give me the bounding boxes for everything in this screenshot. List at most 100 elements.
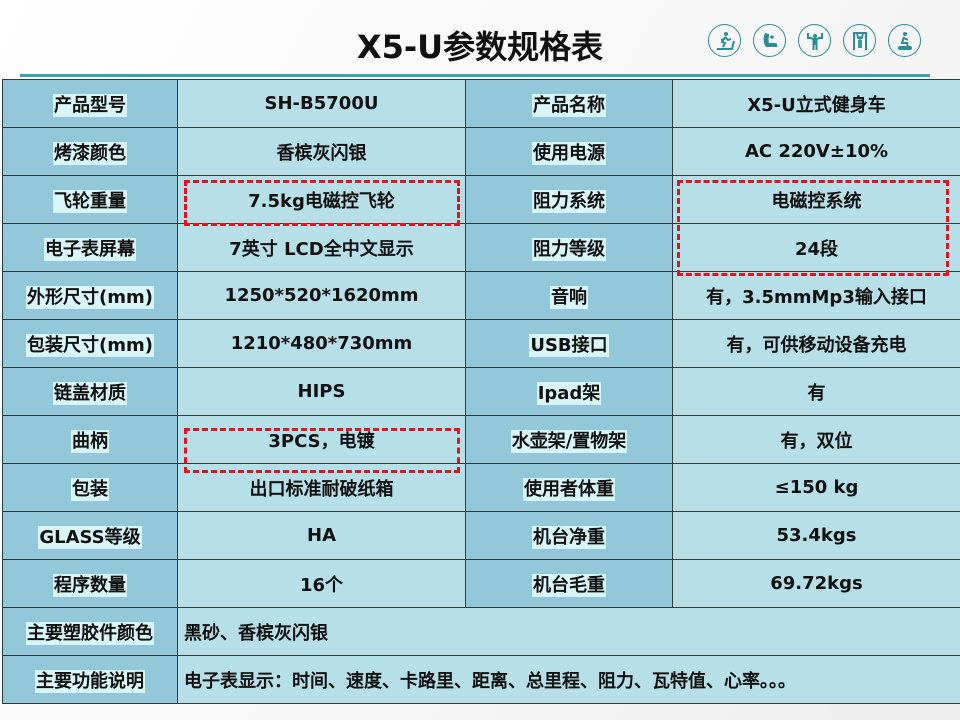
spec-label: 程序数量 [2, 559, 178, 608]
spec-value-text: HIPS [297, 381, 346, 402]
table-row: 烤漆颜色 香槟灰闪银 使用电源 AC 220V±10% [2, 127, 960, 176]
header-icons [708, 24, 921, 57]
spec-value: HA [177, 511, 466, 560]
spec-label-text: USB接口 [529, 333, 609, 357]
spec-label-text: 机台净重 [532, 525, 606, 549]
spec-value-text: 7英寸 LCD全中文显示 [229, 238, 414, 260]
spec-label: 包装尺寸(mm) [2, 319, 178, 368]
spec-label: 电子表屏幕 [2, 223, 178, 272]
spec-label: Ipad架 [465, 367, 673, 416]
table-row: 曲柄 3PCS，电镀 水壶架/置物架 有，双位 [2, 415, 960, 464]
spec-label: 主要功能说明 [2, 655, 178, 704]
spec-label-text: 音响 [550, 285, 588, 309]
header-divider [20, 74, 930, 77]
spec-value-text: 16个 [299, 574, 344, 596]
spec-value: 出口标准耐破纸箱 [177, 463, 466, 512]
spec-label-text: 水壶架/置物架 [510, 429, 628, 453]
table-row: 包装 出口标准耐破纸箱 使用者体重 ≤150 kg [2, 463, 960, 512]
spec-value: 有，可供移动设备充电 [672, 319, 960, 368]
spec-value-text: 有，双位 [780, 430, 853, 452]
spec-label: 链盖材质 [2, 367, 178, 416]
spec-value: 7.5kg电磁控飞轮 [177, 175, 466, 224]
massage-chair-icon [753, 24, 786, 57]
spec-value-text: 有，3.5mmMp3输入接口 [706, 286, 927, 308]
spec-value-text: 有，可供移动设备充电 [726, 334, 907, 356]
table-row: 外形尺寸(mm) 1250*520*1620mm 音响 有，3.5mmMp3输入接口 [2, 271, 960, 320]
spec-value: 7英寸 LCD全中文显示 [177, 223, 466, 272]
spec-label-text: 使用电源 [532, 141, 606, 165]
spec-label-text: 阻力系统 [532, 189, 606, 213]
spec-value: 有，双位 [672, 415, 960, 464]
spec-label: 烤漆颜色 [2, 127, 178, 176]
spec-label-text: 烤漆颜色 [53, 141, 127, 165]
table-row: 飞轮重量 7.5kg电磁控飞轮 阻力系统 电磁控系统 [2, 175, 960, 224]
spec-value-text: 出口标准耐破纸箱 [249, 478, 394, 500]
spec-label-text: 主要塑胶件颜色 [26, 621, 154, 645]
spec-label-text: 主要功能说明 [35, 669, 145, 693]
spec-label-text: 产品名称 [532, 93, 606, 117]
spec-label: 外形尺寸(mm) [2, 271, 178, 320]
spec-value: 电磁控系统 [672, 175, 960, 224]
table-row: 产品型号 SH-B5700U 产品名称 X5-U立式健身车 [2, 79, 960, 128]
spec-value: SH-B5700U [177, 79, 466, 128]
spec-value-text: X5-U立式健身车 [747, 94, 886, 116]
spec-label: 机台毛重 [465, 559, 673, 608]
spec-label: GLASS等级 [2, 511, 178, 560]
spec-label-text: 链盖材质 [53, 381, 127, 405]
table-row-wide: 主要塑胶件颜色 黑砂、香槟灰闪银 [2, 607, 960, 656]
spec-label: 产品型号 [2, 79, 178, 128]
spec-value-text: 1210*480*730mm [230, 333, 413, 354]
spec-label: 主要塑胶件颜色 [2, 607, 178, 656]
spec-label: USB接口 [465, 319, 673, 368]
spec-label: 机台净重 [465, 511, 673, 560]
table-row: 程序数量 16个 机台毛重 69.72kgs [2, 559, 960, 608]
table-row: 电子表屏幕 7英寸 LCD全中文显示 阻力等级 24段 [2, 223, 960, 272]
spec-value: 1210*480*730mm [177, 319, 466, 368]
spec-value: AC 220V±10% [672, 127, 960, 176]
spec-value-text: 7.5kg电磁控飞轮 [248, 190, 395, 212]
spec-label-text: 电子表屏幕 [44, 237, 136, 261]
spec-value-text: HA [307, 525, 336, 546]
exercise-bike-icon [888, 24, 921, 57]
table-row: GLASS等级 HA 机台净重 53.4kgs [2, 511, 960, 560]
table-row: 链盖材质 HIPS Ipad架 有 [2, 367, 960, 416]
dumbbell-lift-icon [798, 24, 831, 57]
spec-value: 53.4kgs [672, 511, 960, 560]
spec-value: HIPS [177, 367, 466, 416]
spec-value: 16个 [177, 559, 466, 608]
spec-label-text: 程序数量 [53, 573, 127, 597]
spec-value-text: ≤150 kg [774, 477, 859, 498]
spec-label-text: 机台毛重 [532, 573, 606, 597]
spec-label-text: 阻力等级 [532, 237, 606, 261]
spec-value-text: 有 [807, 382, 826, 404]
spec-value: 电子表显示：时间、速度、卡路里、距离、总里程、阻力、瓦特值、心率。。。 [177, 655, 960, 704]
spec-label: 阻力等级 [465, 223, 673, 272]
spec-value: 69.72kgs [672, 559, 960, 608]
spec-value: 有，3.5mmMp3输入接口 [672, 271, 960, 320]
spec-label-text: GLASS等级 [38, 525, 142, 549]
spec-label: 产品名称 [465, 79, 673, 128]
spec-value: 3PCS，电镀 [177, 415, 466, 464]
spec-label-text: 外形尺寸(mm) [26, 285, 154, 309]
spec-value-text: 电子表显示：时间、速度、卡路里、距离、总里程、阻力、瓦特值、心率。。。 [184, 670, 796, 692]
table-row-wide: 主要功能说明 电子表显示：时间、速度、卡路里、距离、总里程、阻力、瓦特值、心率。。… [2, 655, 960, 704]
spec-label: 包装 [2, 463, 178, 512]
spec-value: X5-U立式健身车 [672, 79, 960, 128]
spec-label: 水壶架/置物架 [465, 415, 673, 464]
page-title: X5-U参数规格表 [356, 28, 604, 66]
spec-value: 黑砂、香槟灰闪银 [177, 607, 960, 656]
spec-label: 使用者体重 [465, 463, 673, 512]
spec-label-text: Ipad架 [536, 381, 602, 405]
spec-value: 24段 [672, 223, 960, 272]
spec-value-text: 电磁控系统 [771, 190, 862, 212]
spec-value-text: 黑砂、香槟灰闪银 [184, 622, 328, 644]
spec-label: 阻力系统 [465, 175, 673, 224]
spec-label-text: 产品型号 [53, 93, 127, 117]
spec-label-text: 飞轮重量 [53, 189, 127, 213]
spec-value-text: 1250*520*1620mm [224, 285, 419, 306]
spec-table: 产品型号 SH-B5700U 产品名称 X5-U立式健身车 烤漆颜色 香槟灰闪银 使用电源 A… [2, 79, 960, 704]
spec-label-text: 曲柄 [71, 429, 109, 453]
spec-value: 有 [672, 367, 960, 416]
spec-value-text: AC 220V±10% [744, 141, 889, 162]
spec-label-text: 使用者体重 [523, 477, 615, 501]
